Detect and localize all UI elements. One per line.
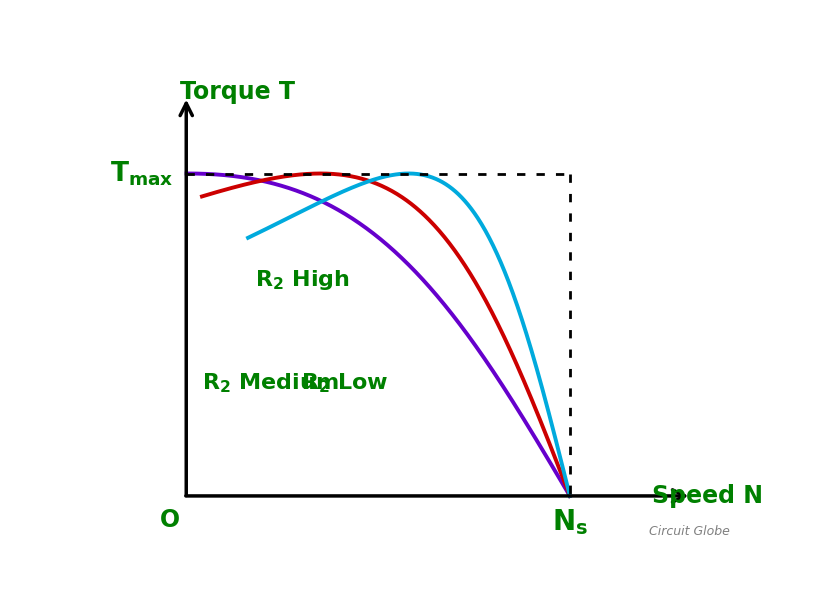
Text: Circuit Globe: Circuit Globe — [648, 525, 729, 538]
Text: R$_\mathbf{2}$ Medium: R$_\mathbf{2}$ Medium — [201, 371, 338, 395]
Text: Torque T: Torque T — [180, 80, 295, 104]
Text: $\mathbf{N_s}$: $\mathbf{N_s}$ — [552, 508, 588, 537]
Text: R$_\mathbf{2}$ Low: R$_\mathbf{2}$ Low — [301, 371, 389, 395]
Text: R$_\mathbf{2}$ High: R$_\mathbf{2}$ High — [255, 268, 350, 292]
Text: O: O — [160, 508, 181, 532]
Text: Speed N: Speed N — [652, 484, 763, 508]
Text: $\mathbf{T_{max}}$: $\mathbf{T_{max}}$ — [110, 159, 173, 188]
